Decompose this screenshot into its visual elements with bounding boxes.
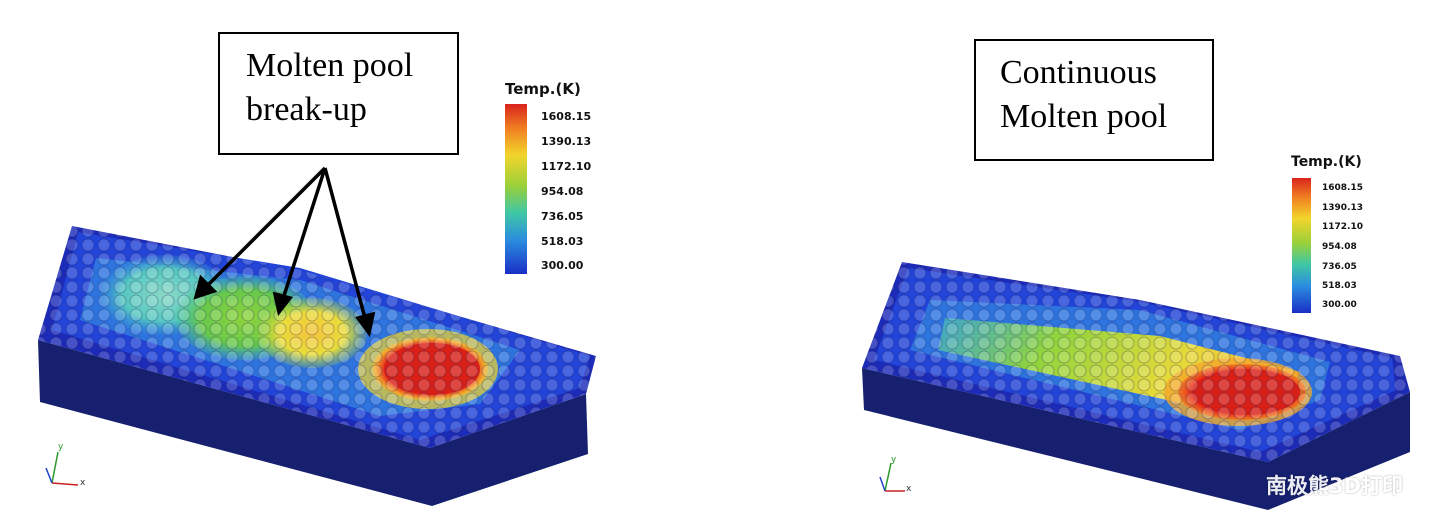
callout-molten-pool-break-up: Molten pool break-up [218,32,459,155]
callout-line-1: Molten pool [246,47,414,84]
axis-triad: y x [875,455,925,500]
legend-tick: 954.08 [1322,242,1357,252]
x-axis-label: x [906,484,912,494]
legend-title: Temp.(K) [1291,154,1362,170]
legend-tick: 1390.13 [541,135,592,148]
legend-tick: 518.03 [1322,281,1357,291]
legend-tick: 300.00 [541,259,584,272]
legend-tick: 736.05 [1322,262,1357,272]
color-scale-bar [505,104,527,274]
legend-tick: 1172.10 [1322,222,1363,232]
left-temperature-plot [38,166,596,506]
right-temperature-plot [862,262,1410,510]
right-simulation-panel: Continuous Molten pool Temp.(K) 1608.15 … [720,0,1439,531]
axis-triad: y x [40,440,90,490]
substrate-front [862,368,1410,510]
callout-line-2: break-up [246,91,367,128]
callout-line-1: Continuous [1000,54,1157,91]
left-simulation-panel: Molten pool break-up Temp.(K) 1608.15 13… [38,32,596,506]
watermark: 南极熊3D打印 [1266,474,1404,498]
color-scale-bar [1292,178,1311,313]
legend-tick: 736.05 [541,210,584,223]
substrate-front [38,340,588,506]
axis-triad-icon [879,462,905,492]
legend-tick: 954.08 [541,185,584,198]
y-axis-label: y [891,455,897,465]
legend-tick: 518.03 [541,235,584,248]
legend-tick: 1608.15 [541,110,592,123]
callout-continuous-molten-pool: Continuous Molten pool [974,39,1214,161]
callout-arrows [193,166,376,338]
legend-tick: 1172.10 [541,160,592,173]
axis-triad-icon [45,451,79,486]
y-axis-label: y [58,442,64,452]
legend-tick: 1390.13 [1322,203,1363,213]
x-axis-label: x [80,478,86,488]
legend-tick: 300.00 [1322,300,1357,310]
legend-tick: 1608.15 [1322,183,1363,193]
legend-title: Temp.(K) [505,80,581,98]
callout-line-2: Molten pool [1000,98,1168,135]
